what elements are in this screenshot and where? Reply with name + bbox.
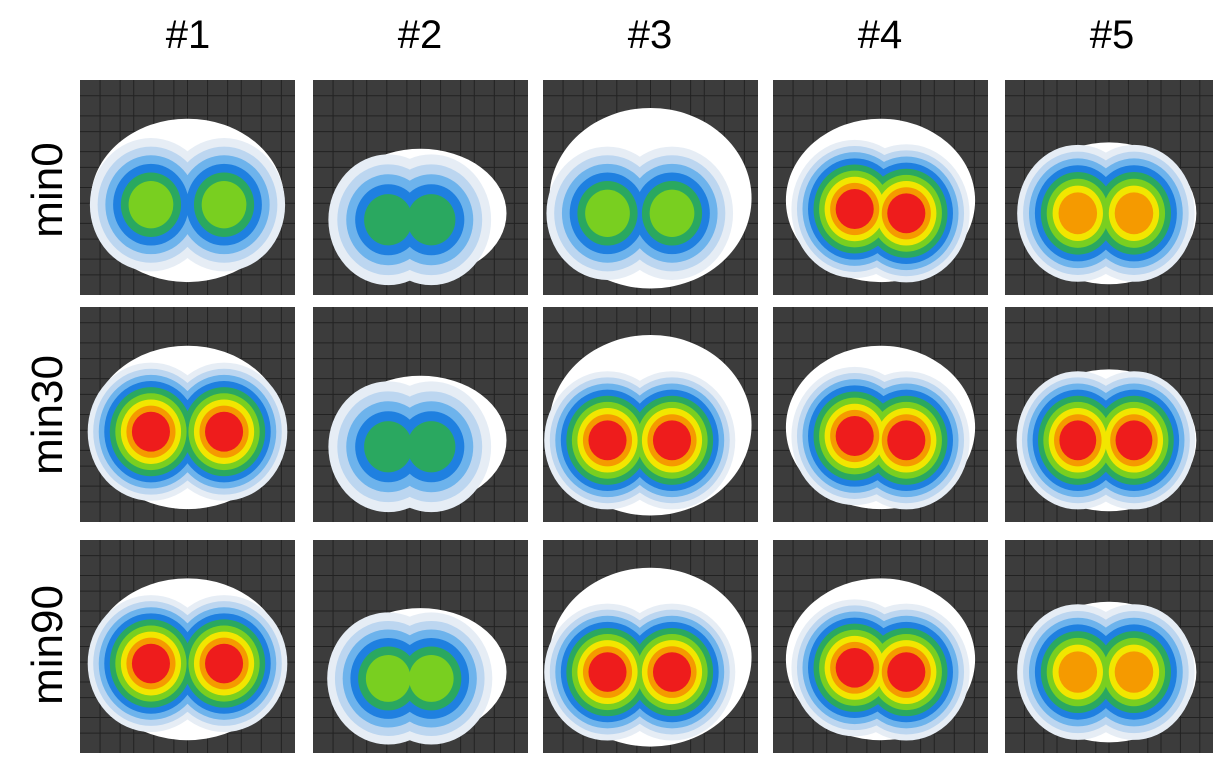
pressure-region <box>887 420 926 461</box>
pressure-region <box>407 421 456 473</box>
column-header: #4 <box>858 13 903 57</box>
pressure-region <box>365 655 411 702</box>
pressure-region <box>1059 420 1097 461</box>
pressure-region <box>1114 192 1154 235</box>
column-header: #1 <box>166 13 211 57</box>
pressure-region <box>652 652 692 692</box>
pressure-region <box>887 652 926 692</box>
pressure-region <box>407 194 456 246</box>
pressure-panel <box>543 80 758 295</box>
pressure-region <box>131 643 170 684</box>
pressure-region <box>585 189 630 237</box>
pressure-region <box>835 648 874 688</box>
pressure-region <box>1058 651 1098 693</box>
pressure-panel <box>543 307 758 522</box>
pressure-panel <box>1005 540 1213 753</box>
pressure-region <box>205 643 244 684</box>
pressure-region <box>1115 420 1153 461</box>
pressure-region <box>649 189 695 237</box>
pressure-panel <box>80 540 295 753</box>
pressure-panel <box>80 307 295 522</box>
pressure-region <box>652 420 692 461</box>
row-label: min90 <box>23 585 72 705</box>
pressure-region <box>1058 192 1098 235</box>
row-label: min0 <box>23 142 72 237</box>
pressure-region <box>364 194 413 246</box>
pressure-panel <box>313 307 528 522</box>
pressure-region <box>128 181 174 229</box>
pressure-region <box>205 411 244 452</box>
pressure-panel <box>773 80 988 295</box>
column-header: #5 <box>1090 13 1135 57</box>
pressure-panel <box>543 540 758 753</box>
pressure-region <box>887 193 926 234</box>
pressure-region <box>588 652 627 692</box>
column-header: #2 <box>398 13 443 57</box>
pressure-region <box>835 189 874 229</box>
pressure-region <box>364 421 413 473</box>
pressure-panel <box>313 540 528 753</box>
pressure-region <box>835 416 874 456</box>
column-header: #3 <box>628 13 673 57</box>
pressure-region <box>131 411 170 452</box>
pressure-panel <box>1005 307 1213 522</box>
pressure-region <box>588 420 627 461</box>
pressure-panel <box>773 540 988 753</box>
pressure-panel <box>80 80 295 295</box>
row-label: min30 <box>23 355 72 475</box>
pressure-region <box>201 181 247 229</box>
pressure-region <box>408 655 454 702</box>
pressure-panel <box>1005 80 1213 295</box>
pressure-panel <box>773 307 988 522</box>
pressure-panel <box>313 80 528 295</box>
pressure-region <box>1114 651 1154 693</box>
